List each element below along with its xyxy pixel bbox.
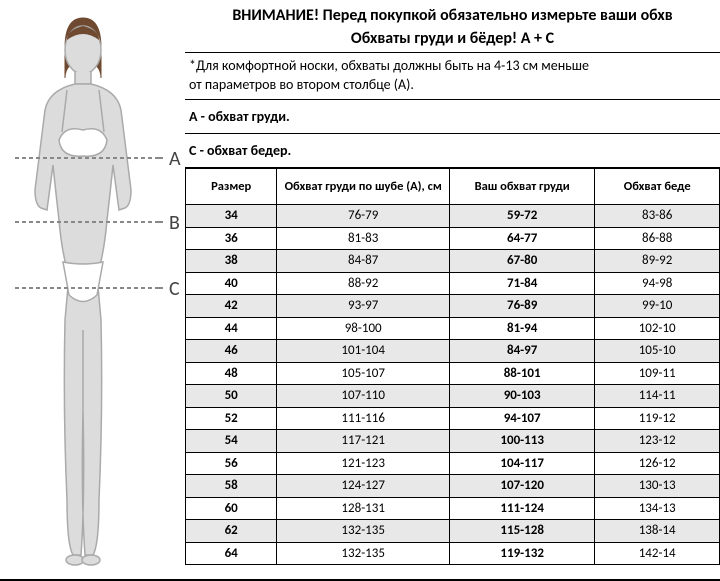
table-row: 3681-8364-7786-88 (186, 227, 720, 250)
table-cell: 46 (186, 340, 277, 363)
size-table: Размер Обхват груди по шубе (A), см Ваш … (185, 168, 720, 565)
label-c: C - обхват бедер. (185, 134, 720, 168)
table-cell: 71-84 (449, 272, 594, 295)
table-cell: 89-92 (595, 250, 720, 273)
table-cell: 40 (186, 272, 277, 295)
table-cell: 44 (186, 317, 277, 340)
table-cell: 93-97 (277, 295, 450, 318)
table-header-row: Размер Обхват груди по шубе (A), см Ваш … (186, 169, 720, 205)
table-cell: 100-113 (449, 430, 594, 453)
table-cell: 83-86 (595, 205, 720, 228)
label-a: A - обхват груди. (185, 100, 720, 134)
table-cell: 84-87 (277, 250, 450, 273)
table-cell: 128-131 (277, 497, 450, 520)
table-cell: 123-12 (595, 430, 720, 453)
note-line-2: от параметров во втором столбце (A). (185, 76, 720, 100)
col-header-a: Обхват груди по шубе (A), см (277, 169, 450, 205)
table-cell: 104-117 (449, 452, 594, 475)
table-cell: 117-121 (277, 430, 450, 453)
table-cell: 134-13 (595, 497, 720, 520)
table-cell: 130-13 (595, 475, 720, 498)
table-cell: 76-89 (449, 295, 594, 318)
table-cell: 62 (186, 520, 277, 543)
note-line-1: *Для комфортной носки, обхваты должны бы… (185, 53, 720, 76)
table-cell: 36 (186, 227, 277, 250)
table-cell: 34 (186, 205, 277, 228)
table-cell: 114-11 (595, 385, 720, 408)
table-row: 50107-11090-103114-11 (186, 385, 720, 408)
table-row: 4293-9776-8999-10 (186, 295, 720, 318)
table-row: 4088-9271-8494-98 (186, 272, 720, 295)
table-row: 54117-121100-113123-12 (186, 430, 720, 453)
table-cell: 38 (186, 250, 277, 273)
page-root: A B C ВНИМАНИЕ! Перед покупкой обязатель… (0, 0, 720, 581)
table-cell: 102-10 (595, 317, 720, 340)
table-cell: 48 (186, 362, 277, 385)
table-row: 3884-8767-8089-92 (186, 250, 720, 273)
table-cell: 54 (186, 430, 277, 453)
content-column: ВНИМАНИЕ! Перед покупкой обязательно изм… (185, 0, 720, 579)
table-cell: 105-107 (277, 362, 450, 385)
table-cell: 138-14 (595, 520, 720, 543)
table-cell: 111-116 (277, 407, 450, 430)
table-cell: 94-107 (449, 407, 594, 430)
table-cell: 88-92 (277, 272, 450, 295)
col-header-hip: Обхват беде (595, 169, 720, 205)
table-cell: 132-135 (277, 542, 450, 565)
table-cell: 98-100 (277, 317, 450, 340)
table-cell: 121-123 (277, 452, 450, 475)
table-cell: 42 (186, 295, 277, 318)
table-cell: 94-98 (595, 272, 720, 295)
table-row: 52111-11694-107119-12 (186, 407, 720, 430)
table-cell: 76-79 (277, 205, 450, 228)
table-row: 62132-135115-128138-14 (186, 520, 720, 543)
table-cell: 50 (186, 385, 277, 408)
marker-c-label: C (169, 277, 180, 301)
table-row: 4498-10081-94102-10 (186, 317, 720, 340)
table-cell: 111-124 (449, 497, 594, 520)
table-row: 3476-7959-7283-86 (186, 205, 720, 228)
marker-a-label: A (169, 147, 181, 171)
table-cell: 60 (186, 497, 277, 520)
table-cell: 119-132 (449, 542, 594, 565)
table-row: 48105-10788-101109-11 (186, 362, 720, 385)
table-cell: 59-72 (449, 205, 594, 228)
table-cell: 64 (186, 542, 277, 565)
table-cell: 84-97 (449, 340, 594, 363)
table-cell: 81-83 (277, 227, 450, 250)
heading-line-2: Обхваты груди и бёдер! A + C (185, 27, 720, 53)
table-row: 60128-131111-124134-13 (186, 497, 720, 520)
table-cell: 56 (186, 452, 277, 475)
table-row: 56121-123104-117126-12 (186, 452, 720, 475)
table-cell: 124-127 (277, 475, 450, 498)
marker-b-label: B (169, 211, 180, 235)
table-cell: 109-11 (595, 362, 720, 385)
table-cell: 126-12 (595, 452, 720, 475)
table-row: 64132-135119-132142-14 (186, 542, 720, 565)
table-cell: 119-12 (595, 407, 720, 430)
table-cell: 88-101 (449, 362, 594, 385)
table-cell: 107-110 (277, 385, 450, 408)
figure-column: A B C (0, 0, 185, 579)
table-cell: 67-80 (449, 250, 594, 273)
table-cell: 86-88 (595, 227, 720, 250)
table-cell: 81-94 (449, 317, 594, 340)
table-cell: 90-103 (449, 385, 594, 408)
table-cell: 52 (186, 407, 277, 430)
table-cell: 115-128 (449, 520, 594, 543)
table-cell: 132-135 (277, 520, 450, 543)
table-cell: 58 (186, 475, 277, 498)
table-cell: 99-10 (595, 295, 720, 318)
table-cell: 142-14 (595, 542, 720, 565)
col-header-bust: Ваш обхват груди (449, 169, 594, 205)
table-row: 58124-127107-120130-13 (186, 475, 720, 498)
table-row: 46101-10484-97105-10 (186, 340, 720, 363)
table-cell: 64-77 (449, 227, 594, 250)
table-cell: 105-10 (595, 340, 720, 363)
table-cell: 101-104 (277, 340, 450, 363)
table-cell: 107-120 (449, 475, 594, 498)
heading-line-1: ВНИМАНИЕ! Перед покупкой обязательно изм… (185, 0, 720, 27)
col-header-size: Размер (186, 169, 277, 205)
body-figure: A B C (5, 10, 185, 570)
